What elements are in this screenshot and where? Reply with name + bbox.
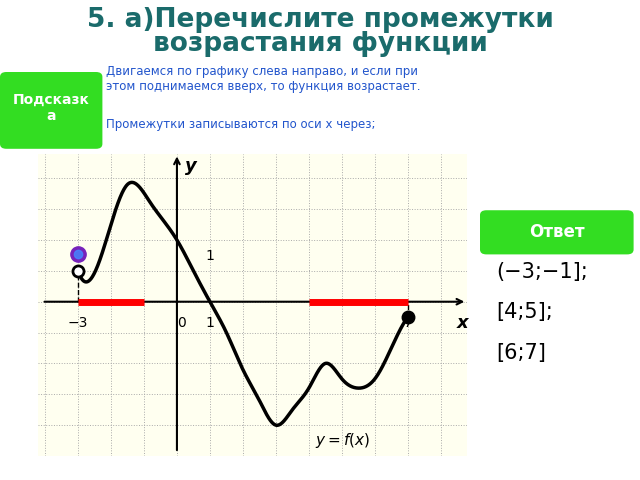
Text: возрастания функции: возрастания функции (152, 31, 488, 57)
Text: Ответ: Ответ (529, 223, 584, 241)
Text: 5. а)Перечислите промежутки: 5. а)Перечислите промежутки (86, 7, 554, 33)
Text: $y=f(x)$: $y=f(x)$ (316, 431, 371, 450)
Text: Двигаемся по графику слева направо, и если при
этом поднимаемся вверх, то функци: Двигаемся по графику слева направо, и ес… (106, 65, 420, 93)
Text: −3: −3 (68, 316, 88, 330)
Text: [6;7]: [6;7] (496, 343, 546, 363)
Text: 0: 0 (177, 316, 186, 330)
Text: x: x (456, 314, 468, 332)
Text: (−3;−1];: (−3;−1]; (496, 262, 588, 282)
Text: Промежутки записываются по оси х через;: Промежутки записываются по оси х через; (106, 118, 375, 131)
Text: y: y (185, 156, 197, 175)
Text: Подсказк
а: Подсказк а (13, 93, 90, 123)
Text: 7: 7 (403, 316, 412, 330)
Text: 1: 1 (205, 249, 214, 263)
Text: [4;5];: [4;5]; (496, 302, 553, 323)
Text: 1: 1 (205, 316, 214, 330)
